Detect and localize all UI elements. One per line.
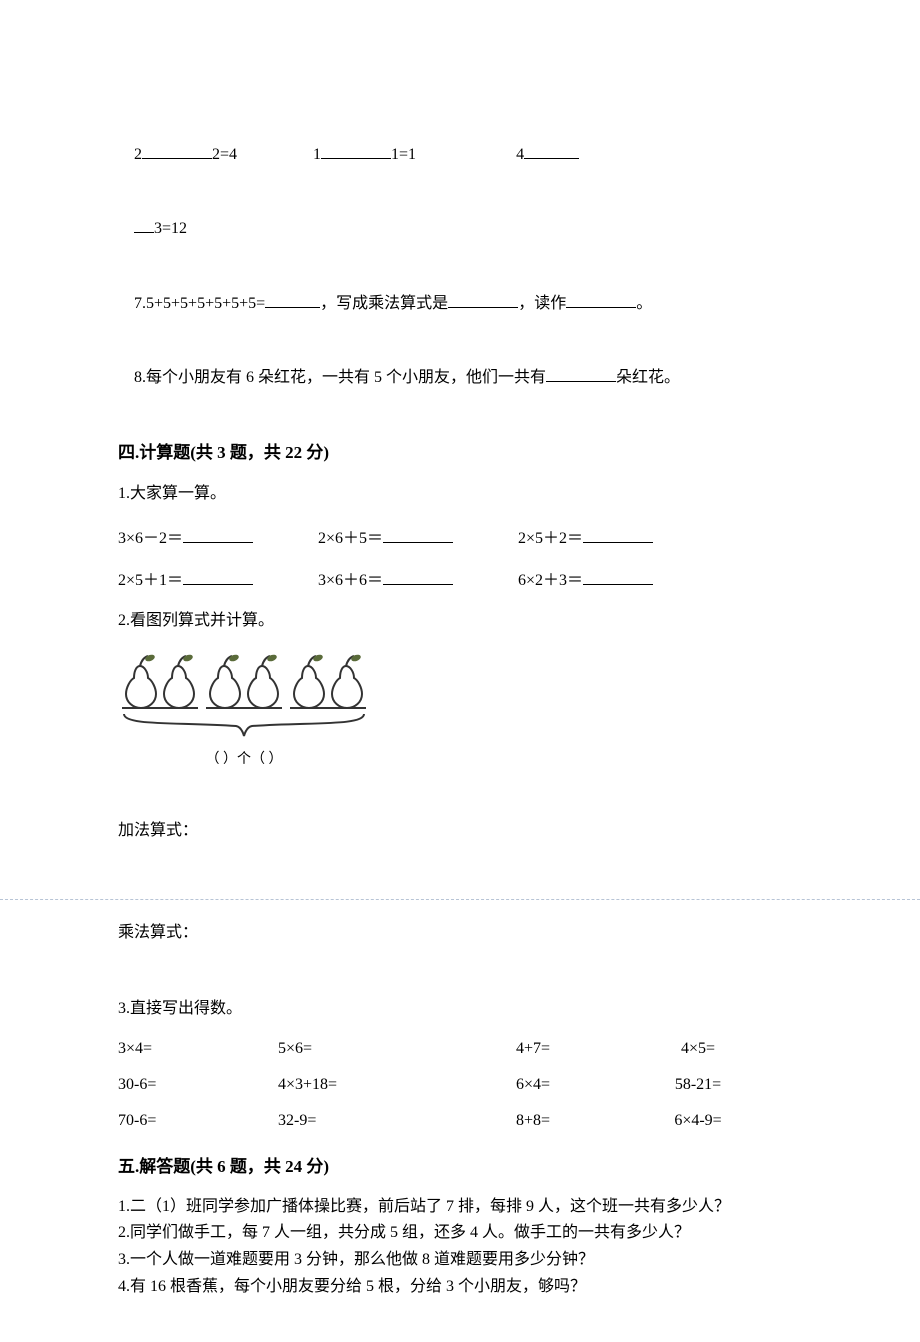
calc-blank[interactable] bbox=[183, 569, 253, 585]
fill7-expr: 7.5+5+5+5+5+5+5= bbox=[134, 295, 265, 312]
calc-expr: 6×2＋3＝ bbox=[518, 572, 583, 589]
fill-line-6-row2: 3=12 bbox=[118, 192, 802, 266]
calc-expr: 2×5＋2＝ bbox=[518, 530, 583, 547]
calc-cell: 3×6－2＝ bbox=[118, 524, 318, 548]
addition-label: 加法算式： bbox=[118, 818, 802, 844]
q4-3-row-3: 70-6= 32-9= 8+8= 6×4-9= bbox=[118, 1112, 802, 1130]
calc-cell: 2×6＋5＝ bbox=[318, 524, 518, 548]
q4-3-label: 3.直接写出得数。 bbox=[118, 996, 802, 1022]
calc-blank[interactable] bbox=[583, 527, 653, 543]
mental-cell: 4×5= bbox=[618, 1040, 778, 1058]
mental-cell: 5×6= bbox=[278, 1040, 448, 1058]
fill6-blank-c[interactable] bbox=[524, 143, 579, 159]
fill7-blank-2[interactable] bbox=[448, 292, 518, 308]
q4-1-row-1: 3×6－2＝ 2×6＋5＝ 2×5＋2＝ bbox=[118, 524, 802, 548]
fill7-blank-1[interactable] bbox=[265, 292, 320, 308]
fill6-b2: 1=1 bbox=[391, 146, 416, 163]
mental-cell: 8+8= bbox=[448, 1112, 618, 1130]
mental-cell: 30-6= bbox=[118, 1076, 278, 1094]
fill6-blank-a[interactable] bbox=[142, 143, 212, 159]
pear-pair-icon bbox=[118, 652, 202, 712]
mult-label: 乘法算式： bbox=[118, 920, 802, 946]
q4-3-row-2: 30-6= 4×3+18= 6×4= 58-21= bbox=[118, 1076, 802, 1094]
mental-cell: 6×4= bbox=[448, 1076, 618, 1094]
page: 2 2=4 1 1=1 4 3=12 7.5+5+5+5+5+5+5= ，写成乘法算式… bbox=[0, 0, 920, 1342]
calc-blank[interactable] bbox=[383, 569, 453, 585]
q4-2-label: 2.看图列算式并计算。 bbox=[118, 608, 802, 634]
fill-line-8: 8.每个小朋友有 6 朵红花，一共有 5 个小朋友，他们一共有 朵红花。 bbox=[118, 341, 802, 415]
fill-line-6-row1: 2 2=4 1 1=1 4 bbox=[118, 118, 802, 192]
calc-expr: 2×5＋1＝ bbox=[118, 572, 183, 589]
mental-cell: 4+7= bbox=[448, 1040, 618, 1058]
fill6-a2: 2=4 bbox=[212, 146, 237, 163]
pear-group-3 bbox=[286, 652, 370, 712]
mental-cell: 4×3+18= bbox=[278, 1076, 448, 1094]
fill8-end: 朵红花。 bbox=[616, 369, 680, 386]
section-4-header: 四.计算题(共 3 题，共 22 分) bbox=[118, 438, 802, 463]
mental-cell: 58-21= bbox=[618, 1076, 778, 1094]
fill6-c1: 4 bbox=[516, 146, 524, 163]
calc-cell: 2×5＋2＝ bbox=[518, 524, 718, 548]
calc-expr: 2×6＋5＝ bbox=[318, 530, 383, 547]
gap bbox=[118, 906, 802, 920]
word-problem-2: 2.同学们做手工，每 7 人一组，共分成 5 组，还多 4 人。做手工的一共有多… bbox=[118, 1221, 802, 1246]
fill8-blank[interactable] bbox=[546, 366, 616, 382]
spacer bbox=[416, 146, 516, 163]
calc-cell: 6×2＋3＝ bbox=[518, 566, 718, 590]
gap bbox=[118, 774, 802, 818]
calc-blank[interactable] bbox=[383, 527, 453, 543]
fill6-blank-b[interactable] bbox=[321, 143, 391, 159]
fill7-end: 。 bbox=[636, 295, 652, 312]
calc-expr: 3×6＋6＝ bbox=[318, 572, 383, 589]
pear-figure: （ ）个（ ） bbox=[118, 652, 802, 768]
gap bbox=[118, 952, 802, 996]
calc-blank[interactable] bbox=[183, 527, 253, 543]
fill-line-7: 7.5+5+5+5+5+5+5= ，写成乘法算式是 ，读作 。 bbox=[118, 267, 802, 341]
mental-cell: 3×4= bbox=[118, 1040, 278, 1058]
word-problem-4: 4.有 16 根香蕉，每个小朋友要分给 5 根，分给 3 个小朋友，够吗？ bbox=[118, 1275, 802, 1300]
pear-pair-icon bbox=[286, 652, 370, 712]
brace-row bbox=[118, 712, 370, 746]
word-problem-1: 1.二（1）班同学参加广播体操比赛，前后站了 7 排，每排 9 人，这个班一共有… bbox=[118, 1195, 802, 1220]
pear-group-2 bbox=[202, 652, 286, 712]
mental-cell: 70-6= bbox=[118, 1112, 278, 1130]
pear-group-1 bbox=[118, 652, 202, 712]
page-separator bbox=[0, 899, 920, 900]
calc-cell: 2×5＋1＝ bbox=[118, 566, 318, 590]
spacer bbox=[237, 146, 313, 163]
q4-1-row-2: 2×5＋1＝ 3×6＋6＝ 6×2＋3＝ bbox=[118, 566, 802, 590]
fill8-text: 8.每个小朋友有 6 朵红花，一共有 5 个小朋友，他们一共有 bbox=[134, 369, 546, 386]
q4-1-label: 1.大家算一算。 bbox=[118, 481, 802, 507]
q4-3-row-1: 3×4= 5×6= 4+7= 4×5= bbox=[118, 1040, 802, 1058]
fill6-b1: 1 bbox=[313, 146, 321, 163]
calc-cell: 3×6＋6＝ bbox=[318, 566, 518, 590]
fill6-a1: 2 bbox=[134, 146, 142, 163]
section-5-header: 五.解答题(共 6 题，共 24 分) bbox=[118, 1152, 802, 1177]
fill7-mid: ，写成乘法算式是 bbox=[320, 295, 448, 312]
pear-row bbox=[118, 652, 802, 712]
fill6-d2: 3=12 bbox=[154, 220, 187, 237]
mental-cell: 32-9= bbox=[278, 1112, 448, 1130]
fill6-blank-d[interactable] bbox=[134, 217, 154, 233]
mental-cell: 6×4-9= bbox=[618, 1112, 778, 1130]
pear-pair-icon bbox=[202, 652, 286, 712]
calc-blank[interactable] bbox=[583, 569, 653, 585]
curly-brace-icon bbox=[118, 712, 370, 746]
calc-expr: 3×6－2＝ bbox=[118, 530, 183, 547]
word-problem-3: 3.一个人做一道难题要用 3 分钟，那么他做 8 道难题要用多少分钟？ bbox=[118, 1248, 802, 1273]
pear-caption: （ ）个（ ） bbox=[118, 748, 370, 768]
gap bbox=[118, 849, 802, 893]
fill7-blank-3[interactable] bbox=[566, 292, 636, 308]
fill7-read: ，读作 bbox=[518, 295, 566, 312]
